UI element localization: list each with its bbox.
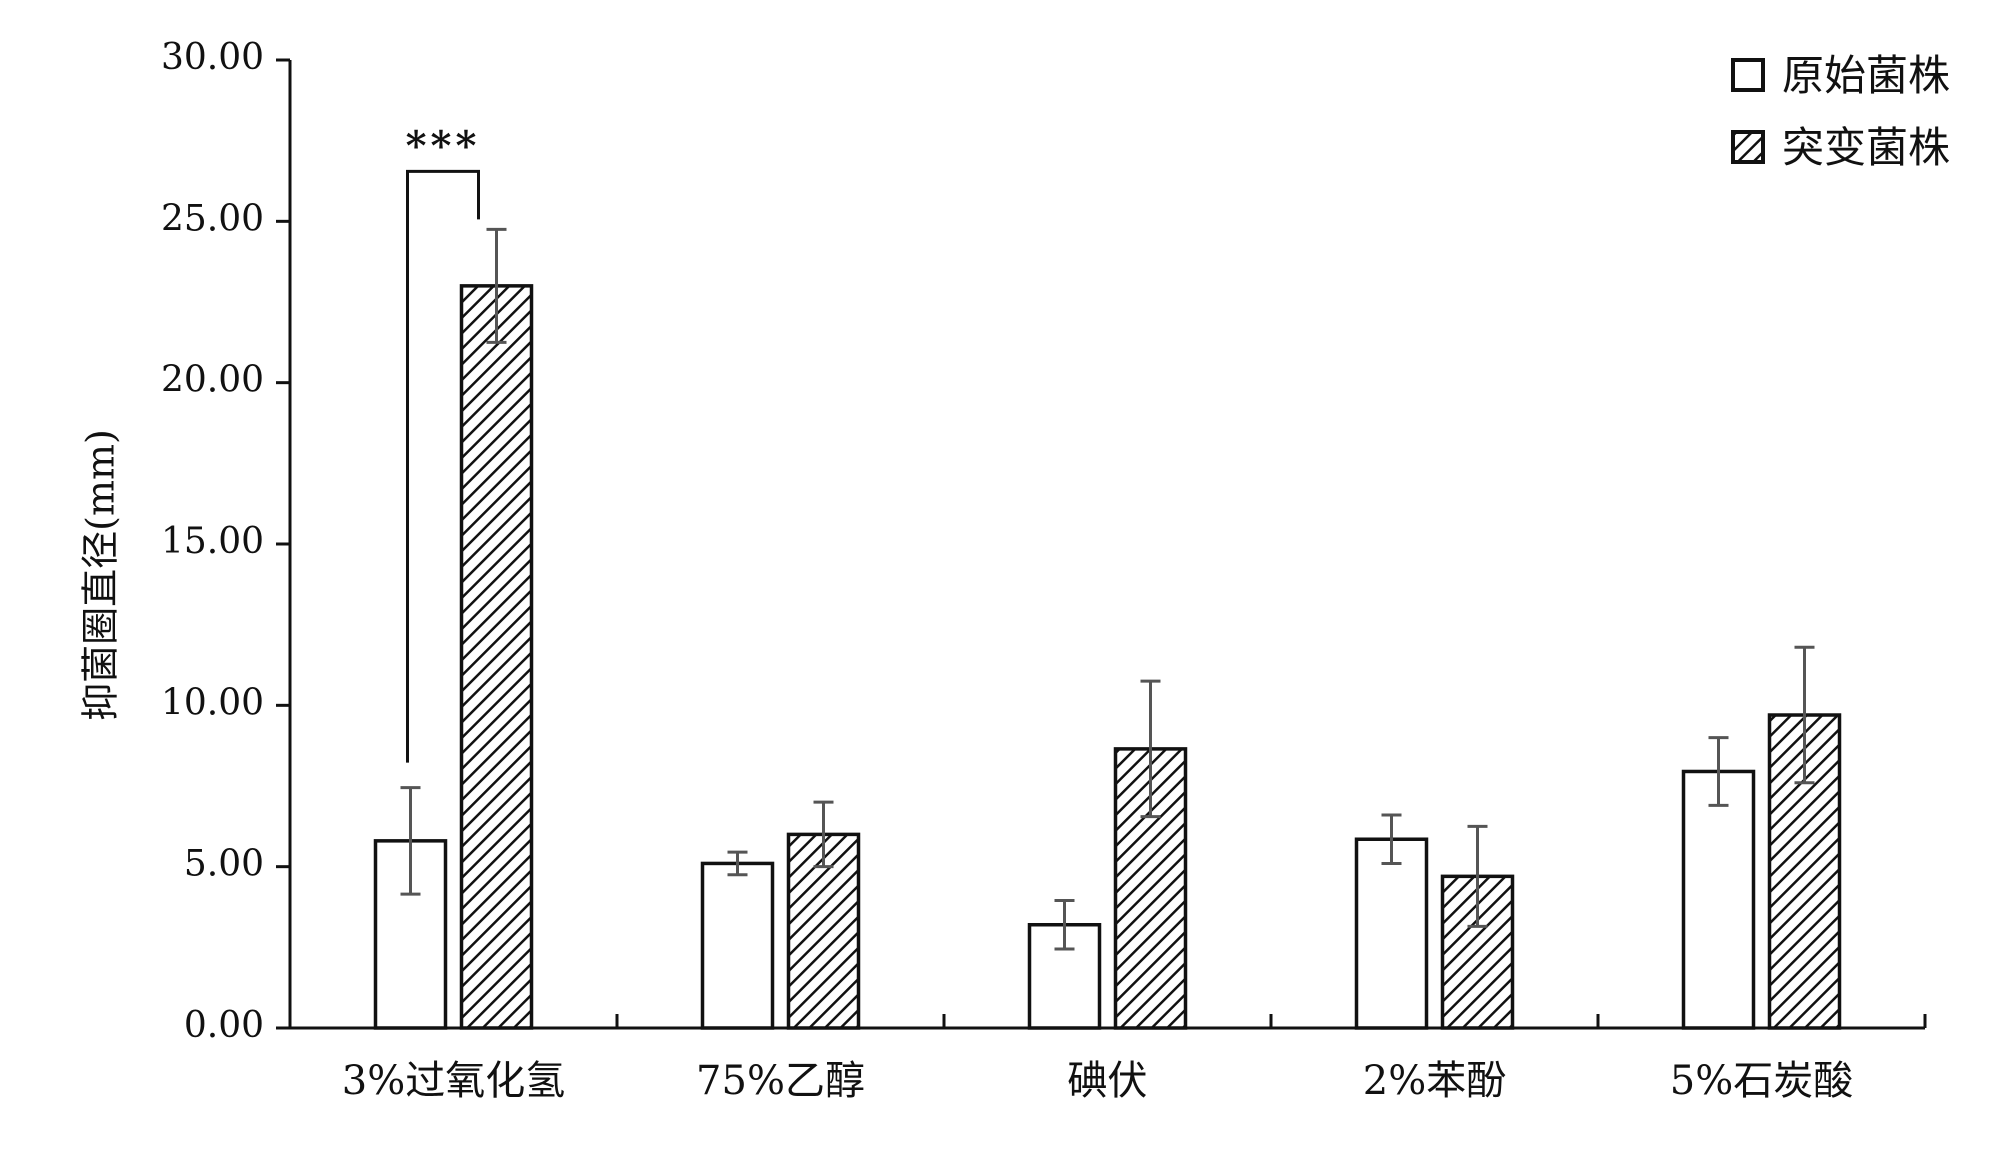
y-tick-label: 5.00	[184, 844, 264, 885]
y-tick-label: 10.00	[161, 682, 264, 723]
legend-swatch-mutant	[1731, 130, 1765, 164]
x-tick-label: 2%苯酚	[1363, 1058, 1506, 1104]
bar-original	[1354, 837, 1429, 1030]
legend: 原始菌株 突变菌株	[1731, 51, 1950, 172]
y-tick-label: 15.00	[161, 521, 264, 562]
y-axis-label: 抑菌圈直径(mm)	[79, 429, 123, 721]
bar-original	[373, 839, 448, 1030]
bars	[373, 284, 1842, 1030]
bar-original	[1681, 769, 1756, 1030]
significance-annotation: ***	[406, 122, 481, 763]
legend-swatch-original	[1731, 58, 1765, 92]
bar-mutant	[459, 284, 534, 1030]
x-axis: 3%过氧化氢 75%乙醇 碘伏 2%苯酚 5%石炭酸	[290, 1014, 1927, 1104]
y-tick-label: 25.00	[161, 198, 264, 239]
y-axis: 0.00 5.00 10.00 15.00 20.00 25.00 30.00	[161, 37, 292, 1046]
significance-marker: ***	[406, 122, 481, 169]
x-tick-label: 5%石炭酸	[1670, 1058, 1853, 1104]
x-tick-label: 75%乙醇	[696, 1058, 865, 1104]
x-tick-label: 碘伏	[1068, 1058, 1148, 1104]
x-tick-label: 3%过氧化氢	[342, 1058, 565, 1104]
bar-original	[700, 861, 775, 1030]
error-bars	[400, 227, 1815, 951]
y-axis-title: 抑菌圈直径(mm)	[79, 429, 123, 721]
bar-original	[1027, 922, 1102, 1030]
y-tick-label: 20.00	[161, 360, 264, 401]
legend-label-mutant: 突变菌株	[1782, 123, 1950, 172]
legend-label-original: 原始菌株	[1782, 51, 1950, 100]
y-tick-label: 30.00	[161, 37, 264, 78]
significance-bracket	[406, 169, 480, 763]
y-tick-label: 0.00	[184, 1005, 264, 1046]
